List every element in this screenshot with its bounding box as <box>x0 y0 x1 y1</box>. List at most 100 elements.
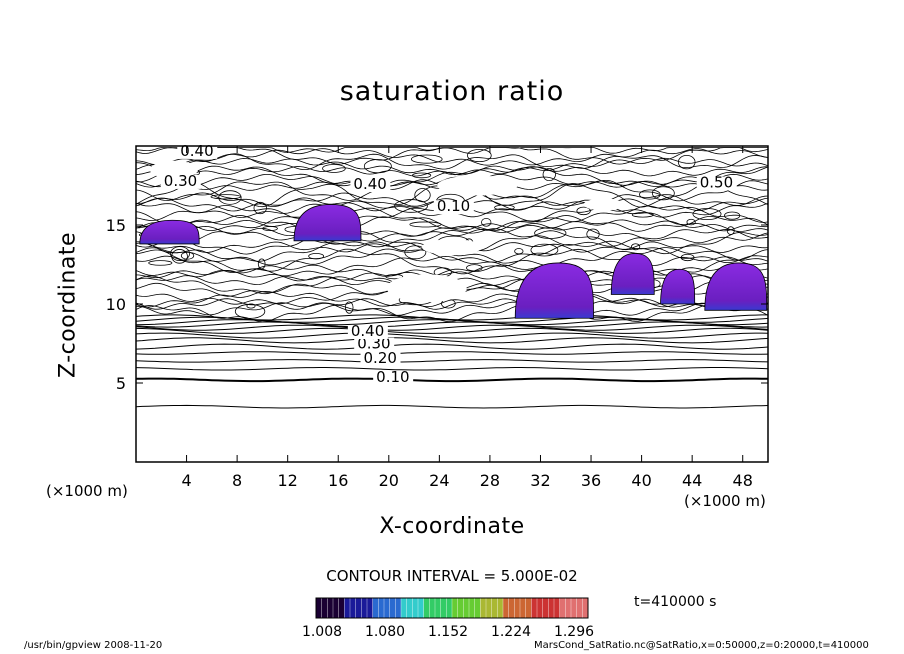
colorbar-tick-label: 1.224 <box>491 624 531 640</box>
contour-interval: CONTOUR INTERVAL = 5.000E-02 <box>326 567 578 585</box>
contour-loop <box>412 172 432 179</box>
contour-loop <box>467 148 492 163</box>
colorbar-cell <box>446 598 452 618</box>
contour-loop <box>234 304 266 319</box>
colorbar-cell <box>565 598 571 618</box>
time-label: t=410000 s <box>634 594 717 610</box>
y-axis-unit: (×1000 m) <box>46 482 128 500</box>
colorbar-tick-label: 1.152 <box>428 624 468 640</box>
colorbar-cell <box>372 598 379 618</box>
contour-loop <box>246 303 256 309</box>
colorbar-cell <box>344 598 350 618</box>
colorbar-cell <box>350 598 356 618</box>
colorbar-cell <box>474 598 481 618</box>
contour-line <box>135 337 769 344</box>
footer-left: /usr/bin/gpview 2008-11-20 <box>24 640 163 651</box>
shaded-regions <box>139 204 768 319</box>
colorbar-cell <box>457 598 464 618</box>
contour-label: 0.30 <box>357 335 390 353</box>
shaded-region <box>704 262 768 311</box>
colorbar-cell <box>469 598 475 618</box>
contour-line <box>135 173 769 188</box>
contour-loop <box>631 243 641 251</box>
blank-area <box>386 274 467 303</box>
shaded-region <box>610 253 655 295</box>
contour-loop <box>322 164 346 173</box>
contour-label-bg <box>373 370 414 385</box>
contour-loop <box>180 251 195 260</box>
colorbar-cell <box>520 598 526 618</box>
colorbar-cell <box>395 598 401 618</box>
contour-loop <box>680 253 695 262</box>
x-tick-label: 8 <box>232 471 242 490</box>
colorbar-cell <box>384 598 390 618</box>
colorbar-cell <box>316 598 322 618</box>
y-tick-label: 5 <box>116 374 126 393</box>
blank-area <box>583 198 624 211</box>
contour-line <box>135 166 768 177</box>
contour-label: 0.30 <box>164 172 197 190</box>
blank-area <box>422 239 482 256</box>
contour-loop <box>534 227 567 239</box>
contour-line <box>135 301 769 316</box>
colorbar-cell <box>435 598 441 618</box>
contour-loop <box>481 217 492 227</box>
blank-area <box>437 175 518 196</box>
contour-loop <box>692 208 722 220</box>
colorbar-cell <box>378 598 384 618</box>
contour-line <box>135 404 769 409</box>
contour-loop <box>148 260 173 266</box>
contour-line <box>135 148 769 166</box>
x-tick-label: 44 <box>682 471 702 490</box>
colorbar-cell <box>480 598 486 618</box>
contour-line <box>135 255 769 277</box>
colorbar-cell <box>429 598 435 618</box>
contour-line <box>135 248 769 275</box>
contour-line <box>135 219 769 237</box>
contour-label-bg <box>177 144 218 159</box>
contour-label-bg <box>347 325 388 340</box>
colorbar-cell <box>463 598 469 618</box>
colorbar-cell <box>401 598 407 618</box>
colorbar-cell <box>582 598 588 618</box>
contour-labels: 0.100.200.300.400.400.30 0.400.100.50 <box>160 142 737 386</box>
contour-loop <box>726 226 735 235</box>
contour-line <box>135 327 769 334</box>
x-tick-label: 32 <box>530 471 550 490</box>
colorbar-cell <box>554 598 560 618</box>
colorbar-frame <box>315 597 589 619</box>
contour-loop <box>466 264 483 272</box>
contour-loop <box>409 221 442 228</box>
contour-loop <box>542 167 556 182</box>
shaded-region <box>514 262 594 319</box>
colorbar-cell <box>542 598 549 618</box>
colorbar-cell <box>406 598 413 618</box>
colorbar-cell <box>440 598 447 618</box>
colorbar-cell <box>514 598 520 618</box>
x-tick-label: 20 <box>379 471 399 490</box>
contour-loop <box>170 246 190 261</box>
colorbar-tick-label: 1.296 <box>554 624 594 640</box>
x-axis-label: X-coordinate <box>379 514 525 539</box>
contour-loop <box>257 258 266 270</box>
y-tick-label: 15 <box>106 216 126 235</box>
colorbar-cell <box>389 598 396 618</box>
contour-loop <box>394 199 428 213</box>
colorbar-cell <box>497 598 503 618</box>
colorbar-cell <box>412 598 418 618</box>
x-tick-label: 4 <box>181 471 191 490</box>
colorbar-cell <box>548 598 554 618</box>
contour-label-bg <box>696 176 737 191</box>
colorbar-tick-label: 1.008 <box>302 624 342 640</box>
contour-label-bg <box>350 178 391 193</box>
contour-line <box>136 222 769 244</box>
contour-line <box>135 359 769 363</box>
colorbar-cell <box>361 598 367 618</box>
contour-line <box>135 351 769 355</box>
contour-line <box>135 165 769 187</box>
y-tick-label: 10 <box>106 295 126 314</box>
contour-line <box>135 269 769 282</box>
contour-label: 0.40 <box>351 322 384 340</box>
colorbar-cell <box>327 598 333 618</box>
contour-line <box>135 367 769 371</box>
